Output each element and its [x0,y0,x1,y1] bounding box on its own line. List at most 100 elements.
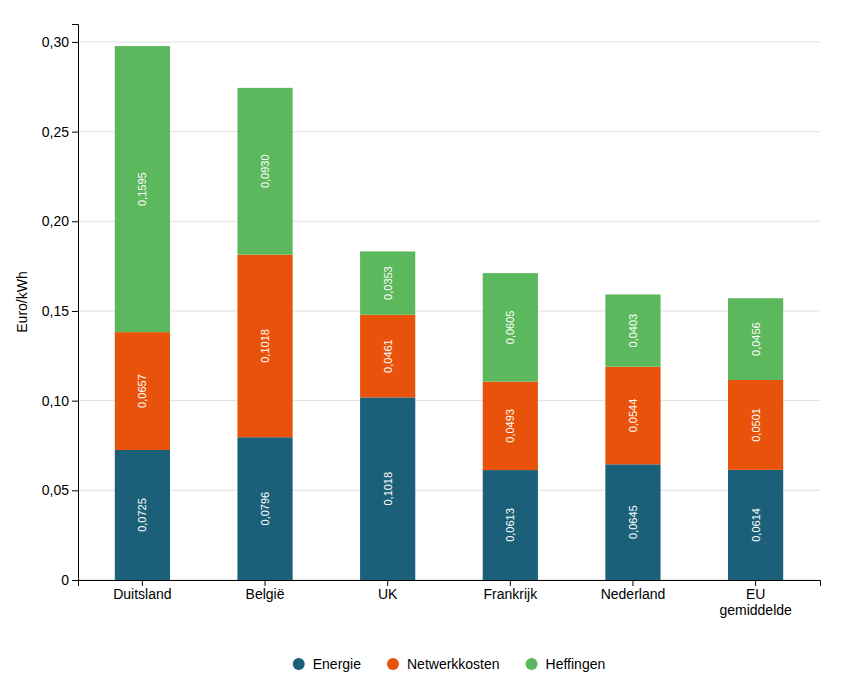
legend-marker [387,658,399,670]
bars [115,46,783,580]
bar-segment [605,294,660,366]
x-tick-label-line: Nederland [601,586,666,602]
y-tick-mark [72,221,78,222]
y-tick: 0,30 [42,34,78,50]
bar-segment [483,273,538,382]
y-axis-title: Euro/kWh [14,271,30,332]
bar-segment [115,332,170,450]
legend-item: Heffingen [526,656,606,672]
data-label: 0,0461 [382,339,394,373]
bar-segment [728,380,783,470]
data-label: 0,1018 [259,329,271,363]
x-tick-label: Frankrijk [483,586,538,602]
data-label: 0,0353 [382,266,394,300]
bar-segment [360,315,415,398]
grid-line [78,131,820,132]
plot-area: 0,07250,07960,10180,06130,06450,06140,06… [42,25,821,619]
bar-segment [728,470,783,580]
legend-label: Energie [313,656,361,672]
y-tick-mark [72,132,78,133]
grid-line [78,490,820,491]
data-label: 0,0614 [750,508,762,542]
y-axis: 0 0,05 0,10 0,15 0,20 0,25 0,30 [42,25,79,588]
x-tick: Nederland [601,580,666,602]
x-tick-label-line: Duitsland [113,586,171,602]
y-tick: 0 [61,572,78,588]
y-tick-mark [72,401,78,402]
legend-item: Netwerkkosten [387,656,500,672]
data-label: 0,0613 [504,508,516,542]
y-tick: 0,25 [42,124,78,140]
grid-line [78,400,820,401]
y-tick-mark [72,42,78,43]
x-tick: Duitsland [113,580,171,602]
bar-segment [360,251,415,314]
data-label: 0,1595 [136,172,148,206]
series-1 [115,255,783,470]
data-label: 0,0501 [750,408,762,442]
legend-item: Energie [293,656,361,672]
data-label: 0,1018 [382,472,394,506]
x-tick: België [246,580,285,602]
y-tick-label: 0,05 [42,482,69,498]
bar-segment [605,464,660,580]
grid [78,42,820,580]
y-tick: 0,20 [42,213,78,229]
y-tick-label: 0,25 [42,124,69,140]
bar-segment [605,367,660,465]
bar-segment [483,382,538,470]
y-axis-line [72,25,79,581]
legend-label: Netwerkkosten [407,656,500,672]
x-tick-label-line: Frankrijk [483,586,538,602]
x-tick-label: UK [378,586,398,602]
data-label: 0,0725 [136,498,148,532]
x-axis: Duitsland België UK Frankrijk Nederland EUgem… [79,580,821,618]
bar-segment [237,88,292,255]
data-labels: 0,07250,07960,10180,06130,06450,06140,06… [136,154,761,541]
data-label: 0,0657 [136,374,148,408]
data-label: 0,0930 [259,154,271,188]
y-tick-mark [72,580,78,581]
legend-label: Heffingen [546,656,606,672]
data-label: 0,0403 [627,314,639,348]
chart-container: 0,07250,07960,10180,06130,06450,06140,06… [0,0,844,700]
x-tick-label-line: UK [378,586,398,602]
y-tick: 0,15 [42,303,78,319]
series-2 [115,46,783,382]
bar-segment [728,298,783,380]
x-tick-label: EUgemiddelde [719,586,792,618]
y-tick-label: 0,30 [42,34,69,50]
data-label: 0,0605 [504,311,516,345]
x-axis-line [79,581,821,587]
background [0,0,844,700]
x-tick: Frankrijk [483,580,538,602]
x-tick-label: België [246,586,285,602]
x-tick-label: Duitsland [113,586,171,602]
series-0 [115,397,783,580]
y-tick: 0,10 [42,393,78,409]
data-label: 0,0456 [750,322,762,356]
bar-segment [237,437,292,580]
data-label: 0,0645 [627,505,639,539]
grid-line [78,41,820,42]
x-tick: UK [378,580,398,602]
data-label: 0,0544 [627,399,639,433]
y-tick-label: 0,20 [42,213,69,229]
y-tick-label: 0,10 [42,393,69,409]
bar-segment [115,450,170,580]
chart-svg: 0,07250,07960,10180,06130,06450,06140,06… [0,0,844,700]
legend: Energie Netwerkkosten Heffingen [293,656,606,672]
bar-segment [483,470,538,580]
y-tick: 0,05 [42,482,78,498]
x-tick-label-line: EU [746,586,765,602]
bar-segment [360,397,415,580]
data-label: 0,0493 [504,409,516,443]
y-tick-mark [72,311,78,312]
y-tick-label: 0 [61,572,69,588]
legend-marker [526,658,538,670]
grid-line [78,221,820,222]
bar-segment [115,46,170,332]
x-tick-label-line: België [246,586,285,602]
bar-segment [237,255,292,438]
y-tick-label: 0,15 [42,303,69,319]
